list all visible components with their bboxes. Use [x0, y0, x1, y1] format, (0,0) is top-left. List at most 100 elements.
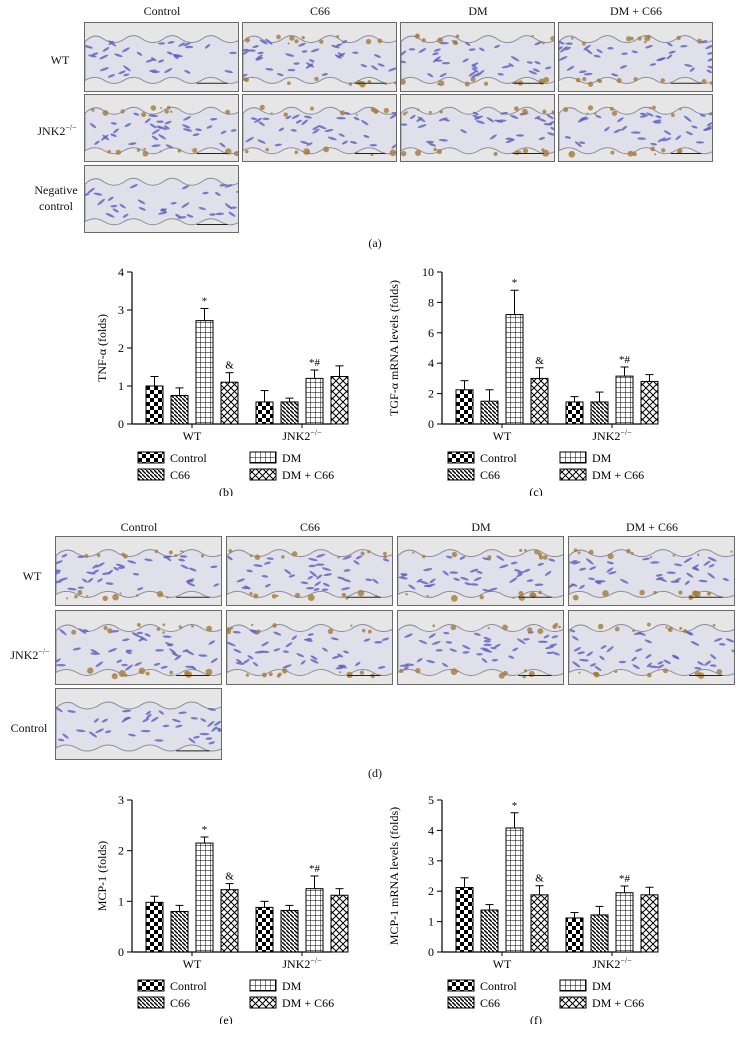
legend-label: DM [282, 451, 302, 465]
micrograph-d-jnk2-3 [568, 610, 735, 685]
panel-label: (f) [530, 1013, 542, 1024]
y-tick-label: 8 [428, 295, 434, 309]
significance-mark: * [202, 824, 208, 836]
group-label: JNK2−/− [282, 956, 322, 971]
legend-label: Control [480, 979, 517, 993]
bar [480, 909, 499, 953]
significance-mark: * [512, 277, 518, 289]
panel-label: (b) [219, 485, 233, 496]
legend-swatch [447, 451, 475, 464]
significance-mark: *# [619, 873, 631, 885]
y-tick-label: 1 [118, 894, 124, 908]
micrograph-a-jnk2-3 [558, 94, 713, 162]
group-label: WT [493, 957, 512, 971]
bar [170, 395, 189, 425]
legend-label: DM [592, 979, 612, 993]
legend-label: DM + C66 [592, 468, 644, 482]
bar [220, 889, 239, 953]
legend-label: DM [592, 451, 612, 465]
legend-label: DM + C66 [282, 468, 334, 482]
micrograph-a-wt-1 [242, 22, 397, 92]
y-tick-label: 0 [428, 945, 434, 959]
bar [145, 385, 164, 425]
bar [330, 894, 349, 953]
chart-mcp1-mrna: MCP-1 mRNA levels (folds) 0 1 2 3 4 5 * & WT *# JNK… [387, 793, 659, 1024]
legend-label: C66 [170, 468, 190, 482]
bar [480, 400, 499, 425]
d-col-header-control: Control [120, 520, 158, 534]
bar [220, 381, 239, 425]
bar [305, 377, 324, 425]
legend-label: C66 [480, 996, 500, 1010]
y-tick-label: 0 [118, 417, 124, 431]
d-col-header-c66: C66 [299, 520, 320, 534]
bar [565, 917, 584, 953]
col-header-dm: DM [468, 4, 488, 18]
y-tick-label: 1 [428, 915, 434, 929]
micrograph-a-jnk2-1 [242, 94, 397, 162]
significance-mark: * [512, 800, 518, 812]
bar [195, 320, 214, 425]
legend-swatch [249, 468, 277, 481]
bar [565, 401, 584, 425]
y-axis-label: MCP-1 mRNA levels (folds) [387, 807, 401, 945]
micrograph-d-jnk2-1 [226, 610, 393, 685]
y-tick-label: 2 [428, 884, 434, 898]
panel-label-a: (a) [368, 236, 382, 250]
legend-label: C66 [170, 996, 190, 1010]
y-tick-label: 4 [428, 356, 434, 370]
bar [590, 401, 609, 425]
group-label: JNK2−/− [592, 428, 632, 443]
d-col-header-dm: DM [471, 520, 491, 534]
group-label: WT [183, 957, 202, 971]
bar [615, 892, 634, 953]
y-tick-label: 4 [118, 265, 124, 279]
micrograph-d-wt-3 [568, 536, 735, 606]
legend-swatch [447, 468, 475, 481]
bar [195, 842, 214, 953]
chart-tgf-alpha-mrna: TGF-α mRNA levels (folds) 0 2 4 6 8 10 * & WT *# JN… [387, 265, 659, 496]
bar [255, 906, 274, 953]
bar [255, 401, 274, 425]
bar [505, 827, 524, 953]
significance-mark: *# [619, 354, 631, 366]
micrograph-d-wt-1 [226, 536, 393, 606]
micrograph-a-jnk2-2 [400, 94, 555, 162]
bar [280, 909, 299, 953]
d-col-header-dm-c66: DM + C66 [625, 520, 679, 534]
y-axis-label: TNF-α (folds) [95, 314, 109, 382]
significance-mark: *# [309, 357, 321, 369]
group-label: JNK2−/− [592, 956, 632, 971]
legend-swatch [249, 979, 277, 992]
legend-label: DM [282, 979, 302, 993]
significance-mark: & [535, 355, 544, 367]
micrograph-a-wt-2 [400, 22, 555, 92]
micrograph-a-wt-3 [558, 22, 713, 92]
legend-swatch [447, 996, 475, 1009]
micrograph-d-jnk2-2 [397, 610, 564, 685]
y-tick-label: 1 [118, 379, 124, 393]
significance-mark: & [535, 873, 544, 885]
significance-mark: & [225, 360, 234, 372]
legend-label: Control [170, 451, 207, 465]
chart-tnf-alpha: TNF-α (folds) 0 1 2 3 4 * & WT *# JNK2−/− Control C6… [95, 265, 349, 496]
y-tick-label: 2 [118, 341, 124, 355]
bar [615, 375, 634, 425]
row-label-jnk2: JNK2−/− [37, 123, 77, 138]
d-row-label-jnk2: JNK2−/− [10, 647, 50, 662]
significance-mark: & [225, 871, 234, 883]
legend-label: Control [480, 451, 517, 465]
y-tick-label: 10 [422, 265, 434, 279]
micrograph-d-wt-2 [397, 536, 564, 606]
y-tick-label: 4 [428, 823, 434, 837]
legend-swatch [249, 996, 277, 1009]
legend-swatch [559, 468, 587, 481]
legend-label: Control [170, 979, 207, 993]
bar [280, 401, 299, 425]
y-tick-label: 2 [118, 844, 124, 858]
micrograph-a-wt-0 [84, 22, 239, 92]
group-label: JNK2−/− [282, 428, 322, 443]
col-header-c66: C66 [309, 4, 330, 18]
bar [640, 894, 659, 953]
significance-mark: *# [309, 863, 321, 875]
